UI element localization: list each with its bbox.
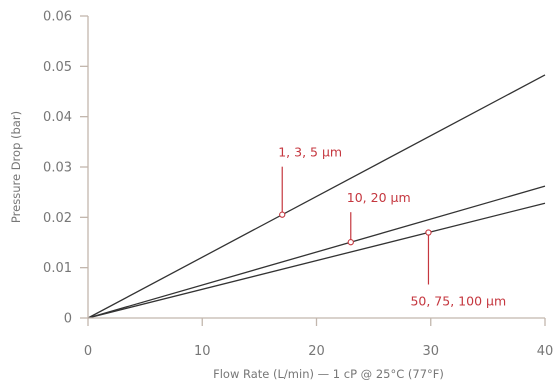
y-tick-label: 0.05	[43, 60, 72, 75]
series-line-1	[87, 74, 546, 319]
annotation-label-2: 10, 20 µm	[347, 190, 411, 205]
x-tick-label: 30	[422, 344, 439, 359]
axes-layer	[87, 16, 545, 319]
x-tick-label: 0	[84, 344, 92, 359]
annotation-marker-2	[347, 239, 354, 246]
x-tick-label: 40	[537, 344, 554, 359]
y-tick-label: 0.03	[43, 161, 72, 176]
annotation-label-3: 50, 75, 100 µm	[410, 294, 506, 309]
y-tick-label: 0.04	[43, 110, 72, 125]
annotation-label-1: 1, 3, 5 µm	[278, 145, 342, 160]
series-line-2	[87, 185, 546, 319]
y-tick-label: 0	[64, 312, 72, 327]
x-axis-title: Flow Rate (L/min) — 1 cP @ 25°C (77°F)	[213, 367, 444, 381]
series-line-3	[87, 202, 546, 319]
y-tick-label: 0.02	[43, 211, 72, 226]
y-axis-title: Pressure Drop (bar)	[9, 111, 23, 223]
y-tick-label: 0.01	[43, 261, 72, 276]
series-layer	[87, 74, 546, 319]
annotation-marker-3	[425, 229, 432, 236]
y-tick-label: 0.06	[43, 10, 72, 25]
tick-layer: 0 0.01 0.02 0.03 0.04 0.05 0.06 0 10 20 30 40	[43, 10, 553, 360]
x-tick-label: 20	[308, 344, 325, 359]
x-tick-label: 10	[194, 344, 211, 359]
annotation-marker-1	[279, 211, 286, 218]
annotation-layer: 1, 3, 5 µm 10, 20 µm 50, 75, 100 µm	[278, 145, 506, 309]
